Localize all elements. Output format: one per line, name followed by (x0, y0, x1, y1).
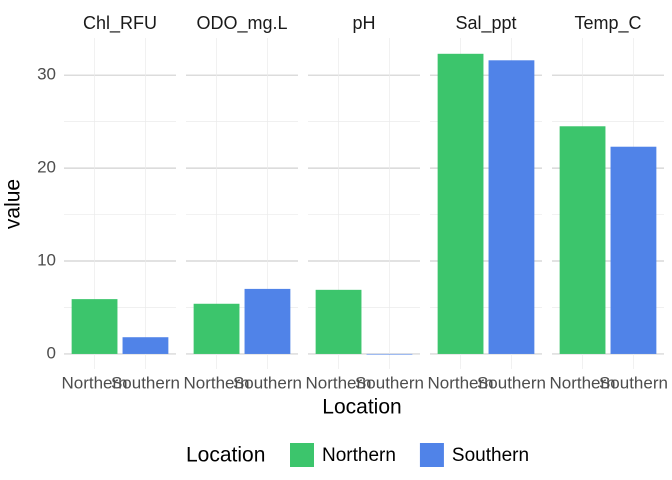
facet-title: Sal_ppt (455, 13, 516, 34)
x-tick-label: Southern (233, 373, 302, 392)
x-tick-label: Southern (111, 373, 180, 392)
x-tick-label: Northern (427, 373, 493, 392)
bar (193, 303, 240, 354)
y-tick-label: 10 (37, 251, 56, 270)
x-tick-label: Northern (305, 373, 371, 392)
bar (366, 353, 413, 355)
legend-key (290, 443, 314, 467)
y-tick-label: 30 (37, 65, 56, 84)
x-tick-label: Southern (355, 373, 424, 392)
x-axis-title: Location (322, 396, 401, 419)
legend-label: Northern (322, 445, 396, 466)
x-tick-label: Southern (477, 373, 546, 392)
bar (437, 53, 484, 354)
x-tick-label: Northern (549, 373, 615, 392)
legend-key (419, 443, 444, 467)
bar (71, 299, 118, 354)
x-tick-label: Southern (599, 373, 668, 392)
legend-label: Southern (452, 445, 529, 466)
bar (122, 337, 169, 354)
facet-title: pH (352, 13, 375, 33)
bar (559, 126, 606, 354)
facet-title: Chl_RFU (83, 13, 157, 34)
x-tick-label: Northern (183, 373, 249, 392)
y-tick-label: 20 (37, 158, 56, 177)
facet-title: Temp_C (574, 13, 641, 34)
bar (488, 60, 535, 354)
y-axis-title: value (2, 179, 25, 229)
bar (315, 289, 362, 354)
bar (610, 146, 657, 354)
x-tick-label: Northern (61, 373, 127, 392)
y-tick-label: 0 (47, 343, 56, 362)
facet-title: ODO_mg.L (196, 13, 287, 34)
bar (244, 288, 291, 354)
legend-title: Location (186, 444, 265, 467)
